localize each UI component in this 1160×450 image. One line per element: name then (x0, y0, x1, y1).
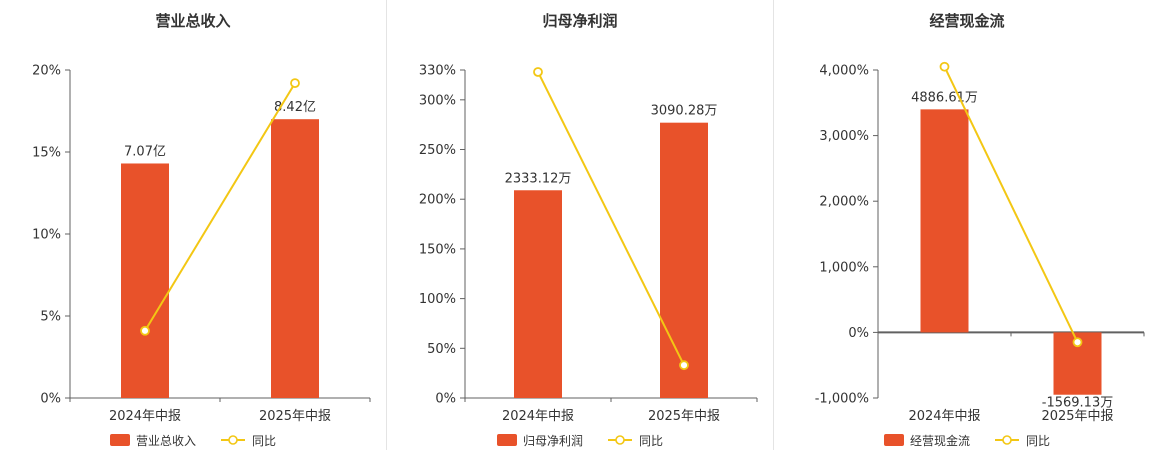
line-marker (679, 360, 689, 371)
legend-label: 营业总收入 (135, 433, 196, 448)
category-label: 2025年中报 (259, 409, 331, 424)
chart-title: 营业总收入 (155, 12, 231, 30)
y-tick-label: 300% (419, 93, 456, 108)
revenue-chart: 0% 5% 10% 15% 20% 7.07亿 8.42亿 2024年中报 2025年中报 (32, 64, 371, 424)
bar-value-label: 7.07亿 (124, 144, 166, 159)
legend-label: 归母净利润 (522, 433, 583, 448)
bar-value-label: 2333.12万 (505, 171, 572, 186)
y-tick-label: 50% (427, 342, 456, 357)
bar (660, 122, 708, 399)
bar-series-swatch-icon (496, 434, 517, 446)
category-label: 2024年中报 (502, 409, 574, 424)
line-marker (1072, 337, 1083, 348)
legend-item-bar-series[interactable]: 归母净利润 (496, 432, 583, 449)
panel-cash-flow: 经营现金流 -1,000% 0% 1,000% 2,000% 3,000% 4,000% 4… (773, 0, 1160, 450)
legend: 营业总收入 同比 (109, 430, 276, 450)
y-tick-label: 15% (32, 146, 61, 161)
bar (121, 163, 169, 398)
legend-item-line-series[interactable]: 同比 (994, 432, 1050, 449)
legend-label: 同比 (639, 433, 664, 448)
net-profit-chart: 0% 50% 100% 150% 200% 250% 300% 330% 2333.12万 309… (419, 64, 758, 424)
line-marker (939, 61, 950, 72)
bar-value-label: 8.42亿 (274, 100, 316, 115)
bar (271, 119, 319, 398)
line-marker (290, 78, 300, 89)
y-tick-label: 10% (32, 228, 61, 243)
legend-label: 同比 (1026, 433, 1051, 448)
yoy-line (144, 82, 296, 332)
legend-item-bar-series[interactable]: 营业总收入 (109, 432, 196, 449)
legend: 归母净利润 同比 (496, 430, 663, 450)
y-tick-label: 0% (40, 392, 61, 407)
panel-net-profit: 归母净利润 0% 50% 100% 150% 200% 250% 300% 330% 2333.… (386, 0, 773, 450)
y-tick-label: 2,000% (819, 195, 869, 210)
bar (920, 109, 969, 333)
line-series-swatch-icon (221, 435, 245, 445)
category-label: 2025年中报 (648, 409, 720, 424)
yoy-line (943, 66, 1079, 343)
cash-flow-chart: -1,000% 0% 1,000% 2,000% 3,000% 4,000% 4886.61… (815, 61, 1145, 424)
legend-item-bar-series[interactable]: 经营现金流 (883, 432, 970, 449)
category-label: 2024年中报 (908, 409, 980, 424)
bar (514, 190, 562, 398)
category-label: 2024年中报 (109, 409, 181, 424)
legend-item-line-series[interactable]: 同比 (607, 432, 663, 449)
y-tick-label: 0% (848, 326, 869, 341)
yoy-line (537, 71, 685, 366)
legend-label: 同比 (252, 433, 277, 448)
y-tick-label: 330% (419, 64, 456, 79)
y-tick-label: 0% (435, 392, 456, 407)
y-tick-label: 4,000% (819, 64, 869, 79)
y-tick-label: 150% (419, 242, 456, 257)
category-label: 2025年中报 (1041, 409, 1113, 424)
y-tick-label: -1,000% (815, 392, 869, 407)
bar-value-label: 3090.28万 (651, 104, 718, 119)
y-tick-label: 250% (419, 143, 456, 158)
y-tick-label: 20% (32, 64, 61, 79)
line-marker (140, 325, 150, 336)
chart-title: 归母净利润 (542, 12, 618, 30)
y-tick-label: 3,000% (819, 129, 869, 144)
line-series-swatch-icon (995, 435, 1019, 445)
y-tick-label: 200% (419, 193, 456, 208)
bar-value-label: 4886.61万 (911, 90, 978, 105)
y-tick-label: 5% (40, 310, 61, 325)
legend-label: 经营现金流 (909, 433, 970, 448)
legend: 经营现金流 同比 (883, 430, 1050, 450)
line-marker (533, 67, 543, 77)
bar-value-label: -1569.13万 (1042, 396, 1113, 411)
line-series-swatch-icon (608, 435, 632, 445)
y-tick-label: 1,000% (819, 260, 869, 275)
bar-series-swatch-icon (883, 434, 904, 446)
y-tick-label: 100% (419, 292, 456, 307)
chart-title: 经营现金流 (929, 12, 1005, 30)
legend-item-line-series[interactable]: 同比 (220, 432, 276, 449)
bar-series-swatch-icon (109, 434, 130, 446)
panel-revenue: 营业总收入 0% 5% 10% 15% 20% 7.07亿 8.42亿 2024年中报 2025… (0, 0, 386, 450)
